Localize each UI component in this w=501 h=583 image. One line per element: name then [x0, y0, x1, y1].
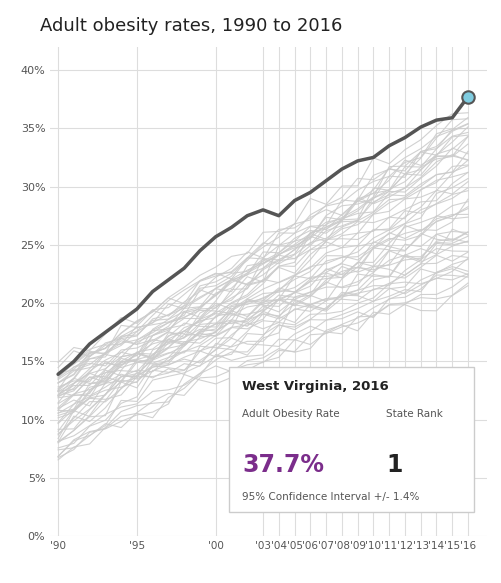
Text: 95% Confidence Interval +/- 1.4%: 95% Confidence Interval +/- 1.4%: [242, 492, 419, 502]
Text: State Rank: State Rank: [386, 409, 442, 419]
FancyBboxPatch shape: [229, 367, 473, 512]
Point: [463, 92, 471, 101]
Text: 37.7%: 37.7%: [242, 453, 324, 477]
Text: 1: 1: [386, 453, 402, 477]
Text: West Virginia, 2016: West Virginia, 2016: [242, 380, 388, 392]
Text: Adult Obesity Rate: Adult Obesity Rate: [242, 409, 339, 419]
Text: Adult obesity rates, 1990 to 2016: Adult obesity rates, 1990 to 2016: [40, 17, 342, 36]
